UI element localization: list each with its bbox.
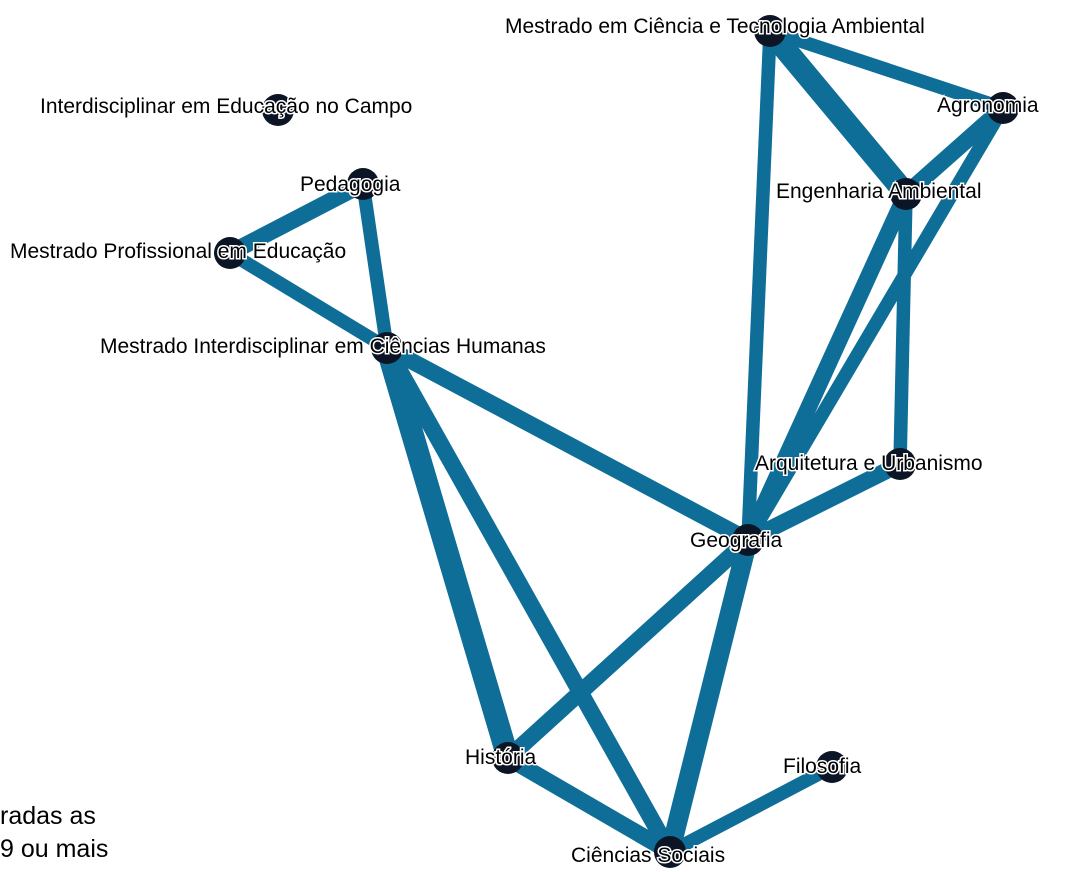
node-label-arq: Arquitetura e Urbanismo bbox=[755, 452, 983, 475]
edge-eamb-geo bbox=[739, 185, 915, 549]
node-label-eamb: Engenharia Ambiental bbox=[776, 180, 981, 203]
nodes-layer bbox=[214, 15, 1019, 868]
node-arq[interactable] bbox=[884, 448, 916, 480]
edges-layer bbox=[221, 19, 1012, 862]
node-mpe[interactable] bbox=[214, 237, 246, 269]
node-label-mpe: Mestrado Profissional em Educação bbox=[10, 240, 346, 263]
edge-agro-geo bbox=[741, 101, 1010, 547]
node-label-iec: Interdisciplinar em Educação no Campo bbox=[40, 95, 412, 118]
node-label-mich: Mestrado Interdisciplinar em Ciências Hu… bbox=[100, 335, 546, 358]
edge-ped-mpe bbox=[221, 175, 372, 262]
node-label-cs: Ciências Sociais bbox=[571, 844, 725, 867]
edge-mich-cs bbox=[378, 339, 679, 861]
edge-arq-geo bbox=[739, 455, 909, 549]
labels-layer: Mestrado em Ciência e Tecnologia Ambient… bbox=[9, 14, 1041, 869]
node-iec[interactable] bbox=[262, 94, 294, 126]
node-label-geo: Geografia bbox=[690, 529, 783, 552]
node-label-hist: História bbox=[465, 746, 537, 769]
node-label-mcta: Mestrado em Ciência e Tecnologia Ambient… bbox=[505, 15, 925, 38]
edge-mich-hist bbox=[375, 336, 520, 770]
edge-ped-mich bbox=[356, 177, 394, 355]
caption-text: radas as 9 ou mais bbox=[0, 800, 190, 872]
caption-line-1: radas as bbox=[0, 802, 96, 830]
node-mcta[interactable] bbox=[754, 15, 786, 47]
node-filo[interactable] bbox=[816, 751, 848, 783]
edge-mich-geo bbox=[378, 339, 757, 549]
node-agro[interactable] bbox=[987, 92, 1019, 124]
edge-geo-hist bbox=[499, 531, 757, 767]
node-eamb[interactable] bbox=[890, 178, 922, 210]
node-ped[interactable] bbox=[347, 168, 379, 200]
node-mich[interactable] bbox=[371, 332, 403, 364]
node-hist[interactable] bbox=[492, 742, 524, 774]
caption-line-2: 9 ou mais bbox=[0, 835, 109, 863]
node-label-agro: Agronomia bbox=[937, 94, 1039, 117]
edge-geo-cs bbox=[660, 530, 758, 862]
node-label-ped: Pedagogia bbox=[300, 173, 401, 196]
edge-mpe-mich bbox=[223, 246, 394, 355]
node-geo[interactable] bbox=[732, 524, 764, 556]
edge-mcta-geo bbox=[741, 24, 777, 547]
node-label-filo: Filosofia bbox=[783, 755, 862, 778]
edge-hist-cs bbox=[499, 749, 679, 861]
edge-mcta-eamb bbox=[758, 19, 918, 206]
edge-mcta-agro bbox=[763, 24, 1010, 115]
edge-eamb-arq bbox=[893, 187, 913, 471]
node-cs[interactable] bbox=[654, 836, 686, 868]
edge-filo-cs bbox=[663, 760, 839, 859]
